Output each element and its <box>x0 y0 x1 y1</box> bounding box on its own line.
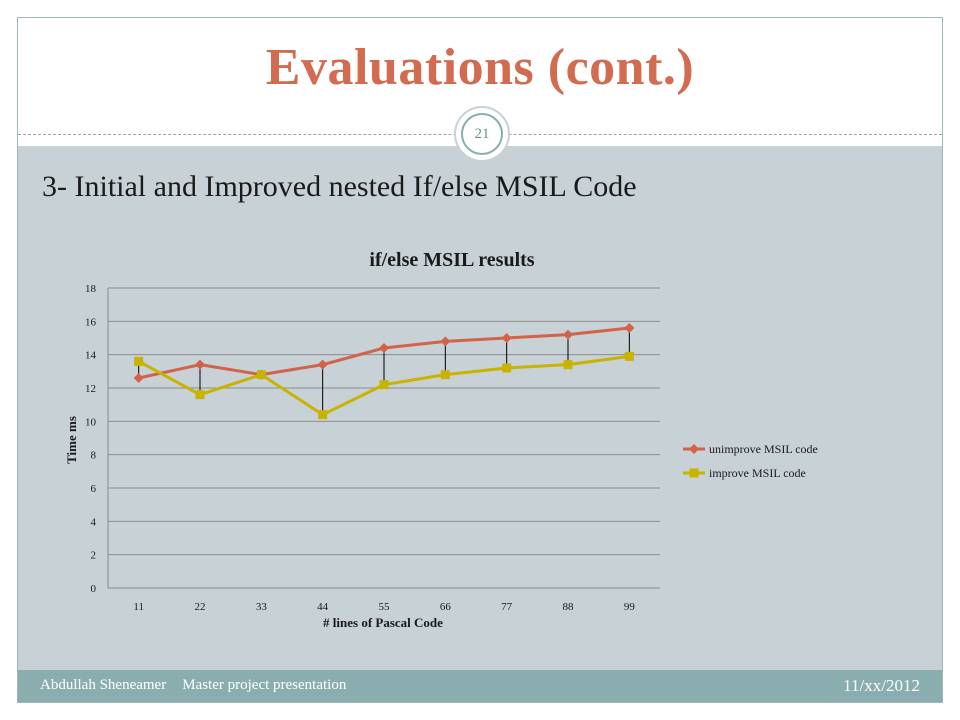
x-tick-label: 44 <box>317 601 329 613</box>
x-tick-label: 33 <box>256 601 268 613</box>
data-point <box>501 333 512 343</box>
data-point <box>440 336 451 347</box>
footer-date: 11/xx/2012 <box>843 676 920 695</box>
data-point <box>440 370 450 380</box>
y-tick-label: 2 <box>91 550 97 562</box>
data-point <box>624 351 634 361</box>
x-tick-label: 55 <box>379 601 391 613</box>
data-point <box>317 359 328 370</box>
footer-bar <box>18 670 942 702</box>
data-point <box>195 390 205 400</box>
x-axis-label: # lines of Pascal Code <box>323 615 443 630</box>
data-point <box>195 359 205 370</box>
footer-author: Abdullah Sheneamer <box>40 677 167 693</box>
data-point <box>134 356 144 366</box>
x-tick-label: 88 <box>563 601 575 613</box>
footer-left: Abdullah Sheneamer Master project present… <box>40 677 346 694</box>
data-point <box>379 343 389 353</box>
legend-label: improve MSIL code <box>709 466 806 480</box>
content-area <box>18 146 942 670</box>
legend-label: unimprove MSIL code <box>709 442 818 456</box>
x-tick-label: 66 <box>440 601 452 613</box>
y-tick-label: 4 <box>91 516 97 528</box>
x-tick-label: 77 <box>501 601 513 613</box>
y-tick-label: 8 <box>91 450 97 462</box>
data-point <box>379 380 389 390</box>
slide-frame <box>17 17 943 703</box>
y-tick-label: 12 <box>85 383 96 395</box>
y-tick-label: 6 <box>91 483 97 495</box>
x-tick-label: 99 <box>624 601 636 613</box>
data-point <box>563 360 573 370</box>
y-tick-label: 0 <box>91 583 97 595</box>
data-point <box>563 329 573 340</box>
x-tick-label: 11 <box>133 601 144 613</box>
y-axis-ticks: 0 2 4 6 8 10 12 14 16 18 <box>85 283 97 595</box>
y-tick-label: 16 <box>85 316 97 328</box>
chart-legend: unimprove MSIL code improve MSIL code <box>683 442 818 480</box>
y-tick-label: 14 <box>85 350 97 362</box>
y-tick-label: 18 <box>85 283 97 295</box>
chart-series <box>133 323 635 420</box>
chart-title: if/else MSIL results <box>369 249 534 271</box>
slide-title: Evaluations (cont.) <box>265 39 695 96</box>
data-point <box>502 363 512 373</box>
data-point <box>133 373 144 383</box>
legend-marker <box>689 444 699 454</box>
x-tick-label: 22 <box>195 601 206 613</box>
data-point <box>624 323 635 333</box>
y-tick-label: 10 <box>85 416 97 428</box>
data-point <box>256 370 266 380</box>
legend-marker <box>689 468 699 478</box>
x-axis-ticks: 11 22 33 44 55 66 77 88 99 <box>133 601 635 613</box>
footer-project: Master project presentation <box>182 677 347 693</box>
data-point <box>318 410 328 420</box>
page-number-badge: 21 <box>456 108 508 160</box>
y-axis-label: Time ms <box>64 416 79 464</box>
page-number: 21 <box>461 113 503 155</box>
slide-subtitle: 3- Initial and Improved nested If/else M… <box>42 170 637 203</box>
drop-lines <box>138 328 630 415</box>
